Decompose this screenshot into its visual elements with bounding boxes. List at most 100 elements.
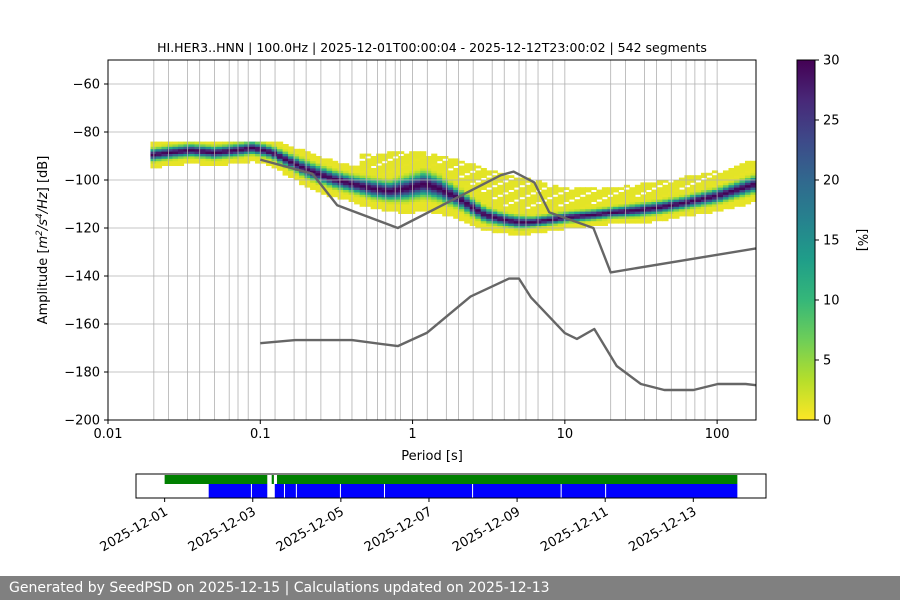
density-cell bbox=[700, 182, 708, 186]
density-cell bbox=[541, 220, 548, 224]
density-cell bbox=[750, 165, 756, 169]
density-cell bbox=[172, 141, 179, 145]
density-cell bbox=[387, 194, 394, 198]
density-cell bbox=[359, 156, 366, 159]
density-cell bbox=[299, 156, 306, 159]
density-cell bbox=[541, 184, 548, 188]
density-cell bbox=[535, 187, 542, 190]
density-cell bbox=[728, 196, 735, 200]
density-cell bbox=[486, 189, 493, 193]
density-cell bbox=[464, 168, 471, 171]
density-cell bbox=[519, 204, 526, 207]
density-cell bbox=[458, 160, 465, 164]
density-cell bbox=[436, 177, 443, 181]
density-cell bbox=[656, 216, 664, 219]
density-cell bbox=[645, 187, 653, 190]
density-cell bbox=[684, 213, 691, 217]
density-cell bbox=[205, 141, 212, 145]
density-cell bbox=[480, 223, 487, 226]
density-cell bbox=[717, 204, 724, 207]
density-cell bbox=[343, 163, 350, 166]
density-cell bbox=[381, 175, 388, 178]
density-cell bbox=[601, 192, 608, 195]
density-cell bbox=[645, 213, 653, 217]
density-cell bbox=[376, 187, 383, 190]
density-cell bbox=[194, 144, 201, 147]
density-cell bbox=[381, 163, 388, 166]
density-cell bbox=[387, 187, 394, 190]
density-cell bbox=[535, 208, 542, 212]
density-cell bbox=[750, 182, 756, 186]
density-cell bbox=[700, 172, 708, 176]
density-cell bbox=[216, 158, 223, 162]
density-cell bbox=[651, 182, 658, 186]
density-cell bbox=[266, 163, 273, 166]
density-cell bbox=[464, 163, 471, 166]
density-cell bbox=[524, 199, 531, 202]
density-cell bbox=[414, 180, 421, 183]
density-cell bbox=[519, 199, 526, 202]
density-cell bbox=[436, 187, 443, 190]
density-cell bbox=[188, 151, 196, 154]
density-cell bbox=[387, 189, 394, 193]
y-tick-label: −60 bbox=[73, 78, 100, 93]
density-cell bbox=[585, 189, 592, 193]
density-cell bbox=[486, 184, 493, 188]
density-cell bbox=[436, 156, 443, 159]
density-cell bbox=[255, 144, 262, 147]
density-cell bbox=[563, 218, 570, 222]
density-cell bbox=[376, 168, 383, 171]
density-cell bbox=[557, 218, 564, 222]
density-cell bbox=[326, 160, 333, 164]
density-cell bbox=[381, 201, 388, 205]
density-cell bbox=[255, 141, 262, 145]
density-cell bbox=[601, 189, 608, 193]
density-cell bbox=[590, 223, 597, 226]
density-cell bbox=[238, 156, 245, 159]
density-cell bbox=[519, 187, 526, 190]
density-cell bbox=[315, 175, 322, 178]
density-cell bbox=[722, 206, 730, 210]
density-cell bbox=[662, 201, 669, 205]
colorbar-tick-label: 10 bbox=[823, 294, 840, 309]
density-cell bbox=[376, 199, 383, 202]
density-cell bbox=[447, 192, 454, 195]
density-cell bbox=[177, 158, 185, 162]
density-cell bbox=[244, 146, 251, 150]
density-cell bbox=[161, 151, 168, 154]
density-cell bbox=[343, 187, 350, 190]
density-cell bbox=[194, 160, 201, 164]
chart-title: HI.HER3..HNN | 100.0Hz | 2025-12-01T00:0… bbox=[157, 40, 707, 55]
density-cell bbox=[750, 192, 756, 195]
density-cell bbox=[354, 172, 361, 176]
density-cell bbox=[326, 187, 333, 190]
density-cell bbox=[431, 192, 438, 195]
density-cell bbox=[700, 194, 708, 198]
density-cell bbox=[491, 228, 498, 231]
density-cell bbox=[700, 211, 708, 214]
density-cell bbox=[376, 196, 383, 200]
density-cell bbox=[585, 194, 592, 198]
density-cell bbox=[557, 220, 564, 224]
density-cell bbox=[678, 211, 686, 214]
y-axis-ticks: −60−80−100−120−140−160−180−200 bbox=[64, 78, 108, 429]
density-cell bbox=[535, 228, 542, 231]
density-cell bbox=[376, 177, 383, 181]
density-cell bbox=[282, 144, 289, 147]
density-cell bbox=[673, 194, 680, 198]
density-cell bbox=[519, 201, 526, 205]
density-cell bbox=[420, 199, 427, 202]
density-cell bbox=[601, 206, 608, 210]
density-cell bbox=[563, 187, 570, 190]
density-cell bbox=[436, 196, 443, 200]
density-cell bbox=[425, 160, 432, 164]
density-cell bbox=[645, 206, 653, 210]
density-cell bbox=[480, 180, 487, 183]
density-cell bbox=[557, 199, 564, 202]
y-tick-label: −160 bbox=[64, 318, 100, 333]
density-cell bbox=[299, 175, 306, 178]
density-cell bbox=[618, 196, 625, 200]
density-cell bbox=[546, 189, 553, 193]
density-cell bbox=[304, 163, 311, 166]
density-cell bbox=[601, 211, 608, 214]
